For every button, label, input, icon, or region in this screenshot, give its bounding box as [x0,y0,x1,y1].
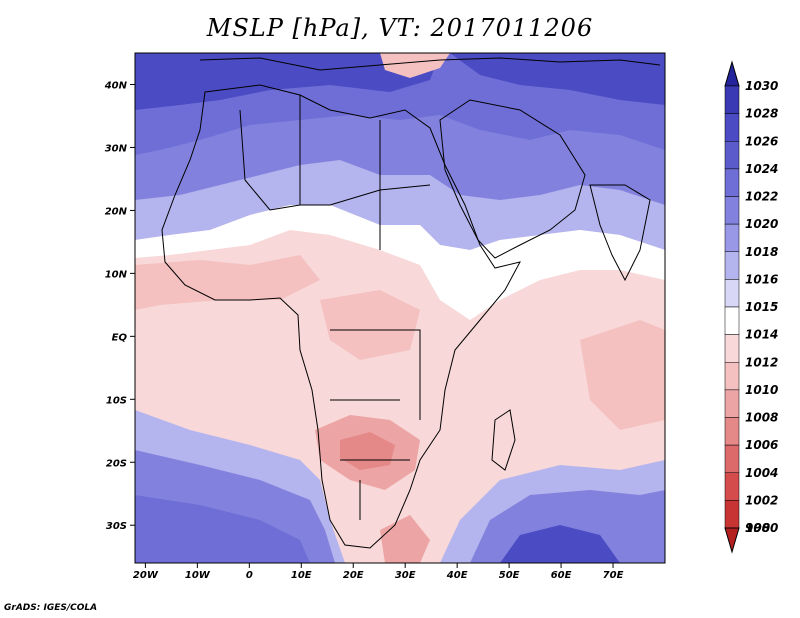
colorbar-swatch [724,389,740,418]
low-arabian-sea [580,320,665,430]
colorbar-label: 1015 [745,300,778,314]
colorbar-label: 1000 [745,521,778,535]
lat-label: 30S [106,521,127,532]
colorbar-swatch [724,444,740,473]
colorbar-label: 1026 [745,134,778,148]
colorbar-label: 1020 [745,217,778,231]
india-coastline [589,184,651,282]
colorbar-label: 1024 [745,162,778,176]
colorbar-label: 1018 [745,245,778,259]
low-west-africa [135,255,320,310]
colorbar-swatch [724,334,740,363]
colorbar-swatch [724,306,740,335]
colorbar-swatch [724,168,740,197]
high-north-core [135,53,440,110]
lat-label: 30N [105,143,128,154]
lon-label: 0 [246,570,253,581]
lat-label: 20N [105,206,128,217]
colorbar-swatch [724,141,740,170]
low-congo [320,290,420,360]
country-borders-north [239,95,431,250]
high-south-inner [135,495,310,563]
longitude-axis: 20W 10W 0 10E 20E 30E 40E 50E 60E 70E [133,563,624,581]
colorbar-label: 1022 [745,190,778,204]
colorbar-label: 1008 [745,411,778,425]
lon-label: 60E [551,570,572,581]
colorbar-arrow-top [724,60,740,87]
madagascar-coastline [491,409,516,471]
north-light-ridge [380,53,450,78]
lon-label: 50E [499,570,520,581]
colorbar-swatch [724,113,740,142]
lon-label: 30E [395,570,416,581]
colorbar-label: 1004 [745,466,778,480]
colorbar-swatch [724,223,740,252]
colorbar-label: 1010 [745,383,778,397]
country-borders-south [330,329,421,520]
lat-label: 40N [104,80,128,91]
colorbar-swatch [724,472,740,501]
colorbar-label: 1016 [745,272,778,286]
colorbar: 1030 1028 1026 1024 1022 1020 1018 1016 1015 1014… [724,60,778,554]
grads-credit: GrADS: IGES/COLA [4,603,98,613]
colorbar-label: 1006 [745,438,778,452]
colorbar-label: 998 [745,521,770,535]
colorbar-swatch [724,196,740,225]
colorbar-swatch [724,251,740,280]
lon-label: 10W [185,570,211,581]
lon-label: 40E [446,570,468,581]
lon-label: 10E [291,570,312,581]
lon-label: 20W [133,570,159,581]
lat-label: EQ [112,332,128,343]
arabia-coastline [439,99,586,259]
lon-label: 20E [343,570,364,581]
colorbar-label: 1028 [745,107,778,121]
high-northeast-core [450,53,665,105]
colorbar-label: 1014 [745,328,778,342]
lat-label: 10N [105,269,128,280]
colorbar-label: 1030 [745,79,778,93]
lat-label: 10S [106,395,127,406]
colorbar-swatch [724,362,740,391]
europe-coastline [199,57,661,71]
colorbar-swatch [724,417,740,446]
map-title: MSLP [hPa], VT: 2017011206 [206,14,594,42]
high-southeast-core [500,525,620,563]
colorbar-swatch [724,85,740,114]
africa-coastline [161,84,521,549]
transition-1014 [135,205,665,320]
colorbar-label: 1012 [745,355,778,369]
colorbar-swatch [724,500,740,529]
lon-label: 70E [603,570,624,581]
latitude-axis: 40N 30N 20N 10N EQ 10S 20S 30S [104,80,135,532]
colorbar-swatch [724,279,740,308]
colorbar-arrow-bottom [724,527,740,554]
colorbar-label: 1002 [745,493,778,507]
lat-label: 20S [106,458,127,469]
coastlines [161,57,661,549]
plot-frame [134,52,666,564]
pressure-field [135,53,665,563]
